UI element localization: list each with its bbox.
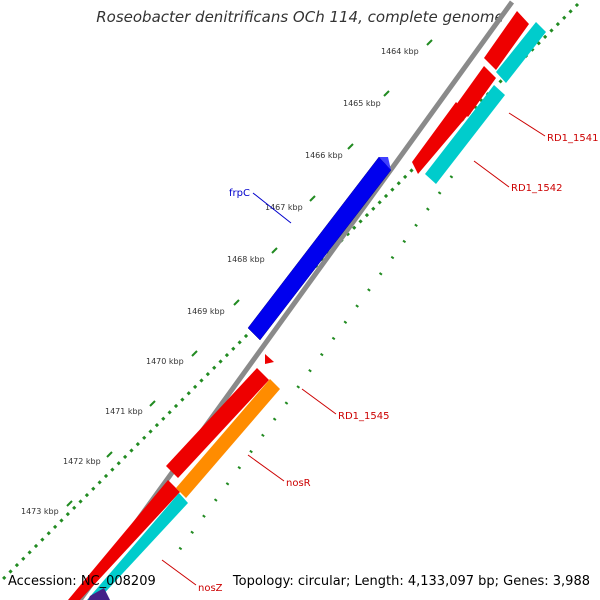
gene-frpc-connector: [252, 192, 292, 224]
tick-label-1469: 1469 kbp: [187, 307, 225, 316]
gene-label-nosr: nosR: [286, 478, 311, 489]
gene-label-nosz: nosZ: [198, 583, 223, 594]
kbp-tick: 1471 kbp: [105, 400, 156, 416]
tick-label-1472: 1472 kbp: [63, 457, 101, 466]
gene-red-lower-1[interactable]: [166, 368, 269, 478]
kbp-tick: 1470 kbp: [146, 350, 198, 366]
tick-label-1466: 1466 kbp: [305, 151, 343, 160]
gene-cyan-upper-2[interactable]: [425, 85, 505, 184]
genome-title: Roseobacter denitrificans OCh 114, compl…: [96, 8, 504, 26]
kbp-tick: 1467 kbp: [265, 195, 316, 212]
tick-label-1464: 1464 kbp: [381, 47, 419, 56]
gene-nosr[interactable]: [176, 379, 280, 498]
gene-red-upper-1[interactable]: [484, 11, 529, 70]
gene-rd1-1542-connector: [473, 160, 510, 188]
gene-nosz-connector: [161, 559, 197, 586]
gene-red-lower-2[interactable]: [68, 480, 180, 600]
gene-rd1-1541-connector: [508, 112, 546, 137]
gene-label-rd1-1545: RD1_1545: [338, 411, 389, 422]
tick-label-1467: 1467 kbp: [265, 203, 303, 212]
tick-label-1470: 1470 kbp: [146, 357, 184, 366]
gene-label-rd1-1542: RD1_1542: [511, 183, 562, 194]
accession-info: Accession: NC_008209: [8, 574, 156, 589]
kbp-tick: 1468 kbp: [227, 247, 278, 264]
gene-rd1-1545[interactable]: [265, 354, 274, 364]
gene-rd1-1545-connector: [301, 388, 337, 415]
kbp-tick: 1473 kbp: [21, 500, 73, 516]
gene-nosr-connector: [247, 454, 285, 482]
genome-summary: Topology: circular; Length: 4,133,097 bp…: [232, 574, 590, 589]
gene-cyan-upper-1[interactable]: [496, 22, 546, 83]
kbp-tick: 1465 kbp: [343, 90, 390, 108]
outer-tick-ring: [0, 2, 580, 584]
gene-red-upper-2[interactable]: [456, 66, 496, 117]
tick-label-1471: 1471 kbp: [105, 407, 143, 416]
tick-label-1465: 1465 kbp: [343, 99, 381, 108]
gene-label-frpc: frpC: [229, 188, 250, 199]
kbp-tick: 1469 kbp: [187, 299, 240, 316]
gene-frpc[interactable]: [247, 156, 392, 341]
kbp-tick: 1464 kbp: [381, 39, 433, 56]
gene-red-upper-3[interactable]: [412, 102, 468, 174]
kbp-tick: 1466 kbp: [305, 143, 354, 160]
gene-purple-fragment[interactable]: [88, 588, 110, 600]
gene-nosz[interactable]: [87, 493, 188, 600]
gene-label-rd1-1541: RD1_1541: [547, 133, 598, 144]
kbp-tick: 1472 kbp: [63, 451, 113, 466]
tick-label-1468: 1468 kbp: [227, 255, 265, 264]
tick-label-1473: 1473 kbp: [21, 507, 59, 516]
